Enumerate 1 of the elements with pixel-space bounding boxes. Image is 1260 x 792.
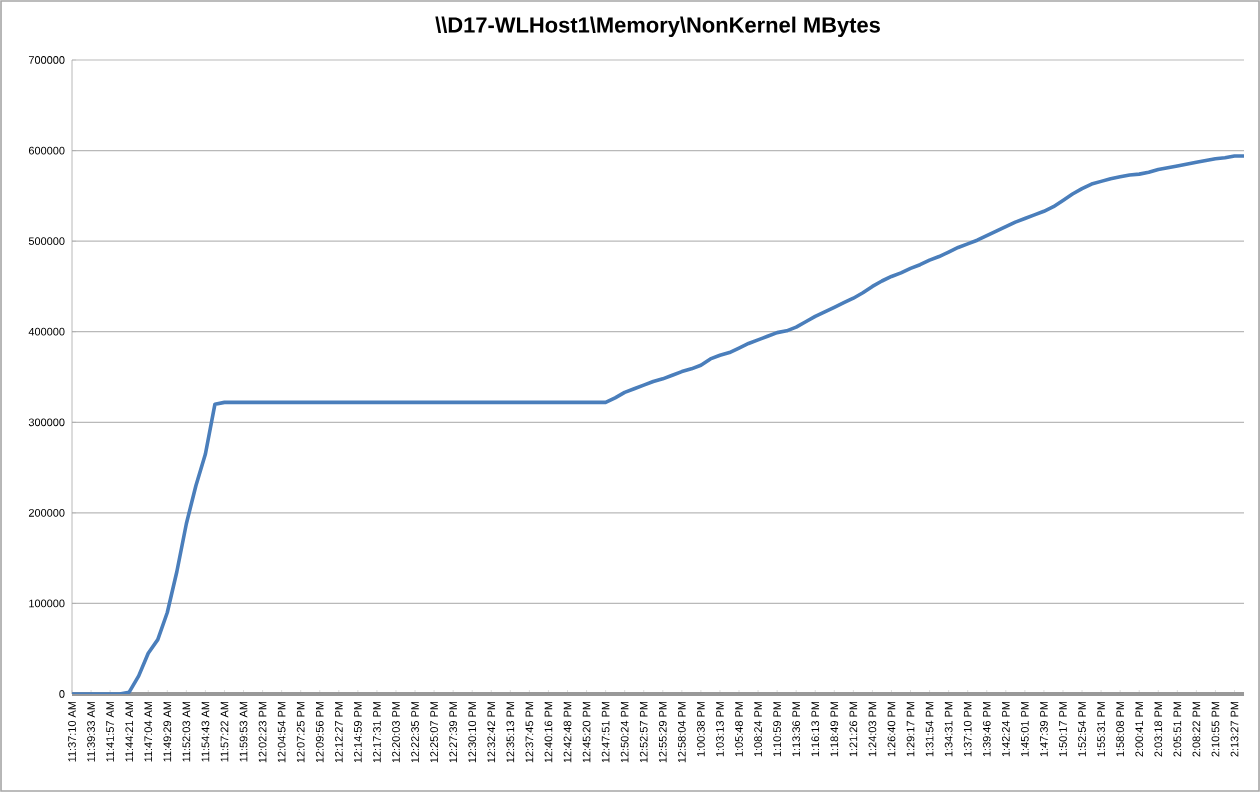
chart-title: \\D17-WLHost1\Memory\NonKernel MBytes <box>435 16 880 37</box>
